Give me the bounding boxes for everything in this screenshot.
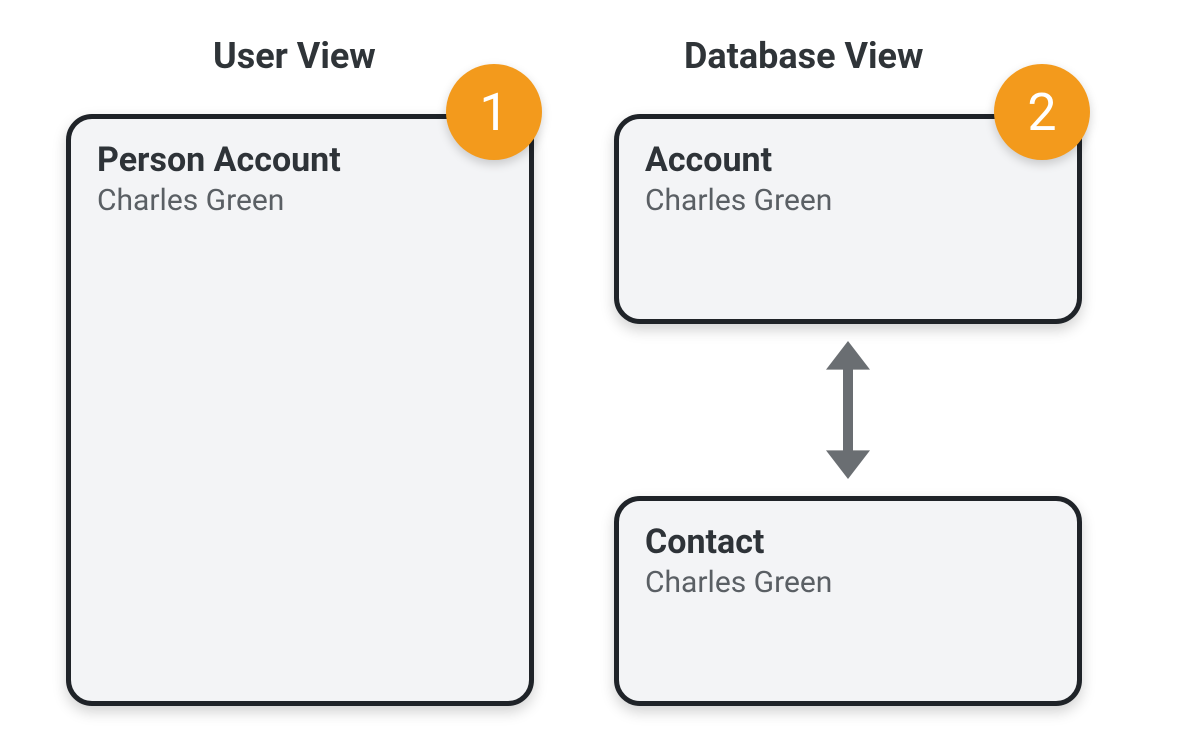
card-subtitle-contact: Charles Green	[645, 564, 1051, 602]
diagram-stage: User ViewDatabase ViewPerson AccountChar…	[0, 0, 1179, 756]
number-badge-1: 1	[446, 64, 542, 160]
card-contact: ContactCharles Green	[614, 496, 1082, 706]
bidirectional-arrow-icon	[818, 329, 878, 491]
card-subtitle-account: Charles Green	[645, 182, 1051, 220]
card-title-person-account: Person Account	[97, 141, 503, 180]
card-title-account: Account	[645, 141, 1051, 180]
card-title-contact: Contact	[645, 523, 1051, 562]
card-subtitle-person-account: Charles Green	[97, 182, 503, 220]
column-title-user-view: User View	[213, 35, 376, 77]
number-badge-2: 2	[994, 64, 1090, 160]
column-title-database-view: Database View	[684, 35, 923, 77]
card-person-account: Person AccountCharles Green	[66, 114, 534, 706]
